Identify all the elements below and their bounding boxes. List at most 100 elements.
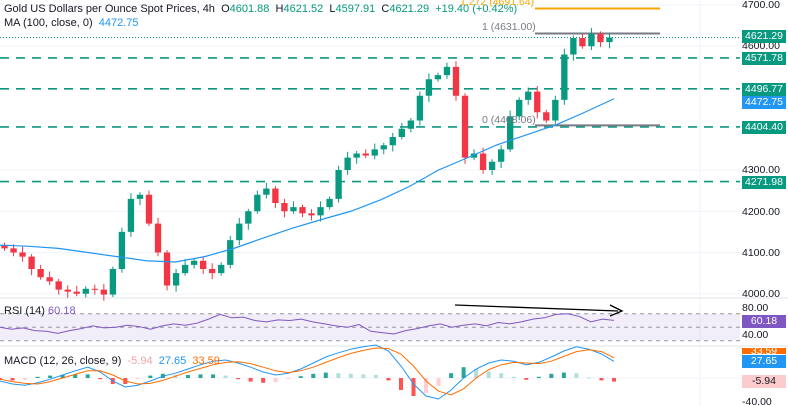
open-value: 4601.88 — [229, 3, 270, 15]
candle — [19, 252, 26, 257]
candle — [443, 66, 451, 76]
candle — [172, 273, 180, 286]
high-label: H — [275, 3, 284, 15]
ma-label: MA (100, close, 0) — [4, 17, 93, 29]
macd-histogram-bar — [449, 373, 454, 378]
candle — [163, 252, 171, 286]
candle — [389, 137, 396, 146]
candle — [1, 245, 8, 249]
candle — [73, 291, 80, 294]
macd-histogram-bar — [524, 378, 529, 380]
macd-histogram-bar — [223, 375, 228, 378]
candle — [497, 149, 505, 162]
candle — [516, 99, 523, 117]
level-tag: 4571.78 — [742, 52, 786, 65]
price-tick: 4600.00 — [742, 40, 780, 52]
ma-legend[interactable]: MA (100, close, 0) 4472.75 — [4, 17, 139, 29]
macd-histogram-bar — [474, 369, 479, 378]
candle — [534, 91, 541, 113]
candle — [461, 95, 469, 158]
macd-histogram-bar — [612, 378, 616, 382]
fib-label-0: 0 (4408.06) — [482, 114, 536, 126]
candle — [335, 170, 342, 199]
candle — [479, 153, 487, 170]
candle — [398, 128, 405, 137]
rsi-legend[interactable]: RSI (14) 60.18 — [4, 305, 76, 317]
candle — [109, 269, 117, 295]
macd-histogram-bar — [561, 372, 566, 378]
candle — [245, 211, 252, 224]
low-label: L — [329, 3, 336, 15]
macd-histogram-bar — [198, 374, 203, 378]
price-tick: 4700.00 — [742, 0, 780, 11]
candle — [236, 223, 243, 241]
macd-hist-value: -5.94 — [127, 355, 153, 367]
candle — [407, 120, 414, 129]
candle — [317, 207, 324, 216]
candle — [127, 198, 135, 232]
candle — [488, 161, 496, 170]
candle — [37, 269, 44, 278]
price-tick: 4200.00 — [742, 206, 780, 218]
candle — [326, 198, 333, 208]
rsi-value: 60.18 — [48, 305, 76, 317]
macd-histogram-bar — [511, 376, 516, 378]
candle — [64, 289, 71, 292]
candle — [353, 153, 360, 158]
candle — [588, 33, 595, 47]
macd-histogram-bar — [311, 373, 316, 378]
high-value: 4621.52 — [283, 3, 324, 15]
candle — [606, 37, 613, 43]
macd-histogram-bar — [48, 375, 53, 378]
candle — [136, 194, 144, 199]
candle — [227, 240, 234, 265]
candle — [118, 231, 126, 269]
candle — [552, 99, 559, 121]
macd-label: MACD (12, 26, close, 9) — [4, 355, 122, 367]
signal-line — [0, 347, 615, 396]
price-tick: 4100.00 — [742, 247, 780, 259]
rsi-tick: 40.00 — [742, 329, 769, 341]
macd-histogram-bar — [586, 377, 591, 379]
macd-histogram-bar — [148, 375, 153, 378]
candle — [82, 288, 89, 294]
candle — [597, 33, 604, 43]
macd-legend[interactable]: MACD (12, 26, close, 9) -5.94 27.65 33.5… — [4, 355, 220, 367]
candle — [100, 289, 107, 295]
candle — [190, 260, 198, 265]
candle — [46, 277, 53, 282]
signal-tag: 33.59 — [742, 348, 786, 354]
macd-histogram-bar — [73, 374, 78, 378]
change-value: +19.40 (+0.42%) — [435, 3, 518, 15]
candle — [254, 194, 261, 212]
candle — [434, 75, 442, 80]
candle — [272, 188, 279, 203]
macd-histogram-bar — [10, 378, 15, 381]
macd-histogram-bar — [273, 378, 278, 383]
macd-histogram-bar — [60, 375, 65, 378]
candle — [55, 281, 62, 290]
candle — [181, 264, 189, 274]
macd-histogram-bar — [499, 373, 504, 378]
candle — [281, 203, 288, 212]
rsi-value-tag: 60.18 — [742, 315, 786, 328]
macd-value: 27.65 — [158, 355, 187, 367]
macd-histogram-bar — [336, 373, 341, 378]
trendline-arrow — [454, 304, 619, 312]
macd-histogram-bar — [599, 378, 604, 381]
macd-histogram-bar — [461, 367, 466, 378]
macd-histogram-bar — [236, 378, 241, 380]
macd-histogram-bar — [23, 378, 28, 380]
fib-label-1: 1 (4631.00) — [482, 21, 536, 33]
open-label: O — [221, 3, 230, 15]
candle — [10, 248, 17, 253]
macd-histogram-bar — [286, 378, 291, 379]
macd-histogram-bar — [298, 376, 303, 378]
candle — [200, 260, 207, 269]
ma-line — [0, 98, 615, 263]
macd-histogram-bar — [185, 375, 190, 378]
close-label: C — [381, 3, 390, 15]
macd-signal-value: 33.59 — [192, 355, 220, 367]
